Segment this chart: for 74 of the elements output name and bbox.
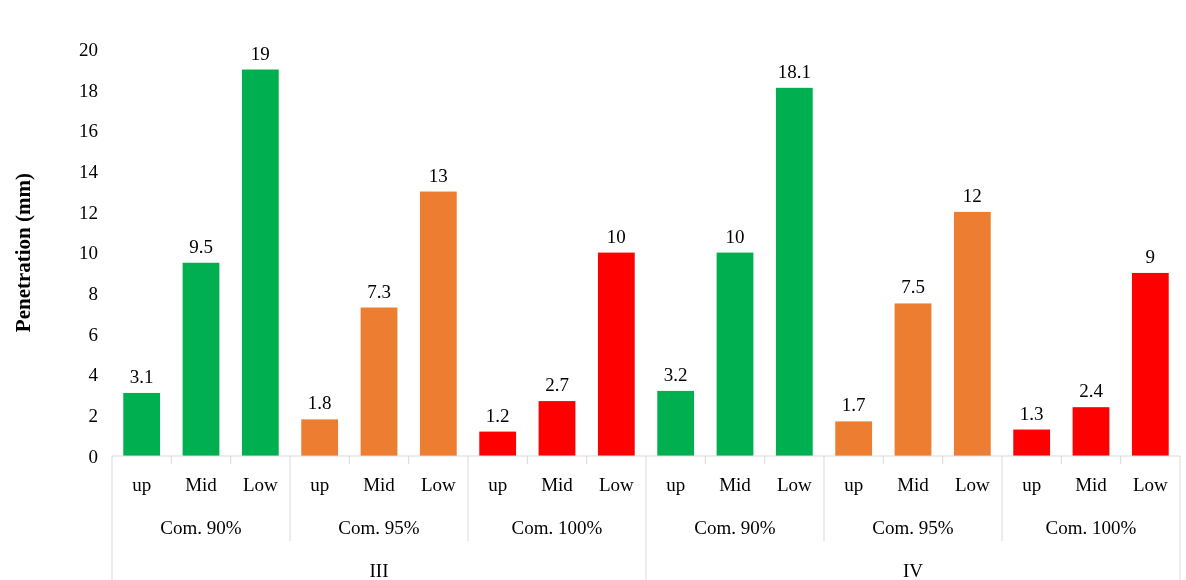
y-tick-label: 14 <box>79 160 99 182</box>
data-label: 1.3 <box>1019 402 1044 424</box>
data-label: 7.3 <box>367 280 391 302</box>
y-tick-label: 8 <box>88 282 98 304</box>
bar <box>123 392 161 456</box>
bar <box>953 211 991 456</box>
bar <box>182 262 220 456</box>
x-tick-label: Mid <box>719 473 752 495</box>
bar <box>538 401 576 456</box>
x-tick-label: Low <box>954 473 991 495</box>
x-tick-label: Low <box>776 473 813 495</box>
bar <box>716 252 754 456</box>
y-axis-title: Penetration (mm) <box>11 172 35 333</box>
data-label: 3.1 <box>129 365 154 387</box>
data-label: 2.4 <box>1079 380 1104 402</box>
data-label: 10 <box>725 225 745 247</box>
text: Com. 95% <box>338 516 420 538</box>
text: Com. 100% <box>511 516 603 538</box>
bar <box>419 191 457 456</box>
bar <box>1013 429 1051 456</box>
bar <box>1072 407 1110 456</box>
y-tick-label: 6 <box>88 323 98 345</box>
x-tick-label: Mid <box>363 473 396 495</box>
x-tick-label: Low <box>598 473 635 495</box>
x-tick-label: Mid <box>897 473 930 495</box>
x-tick-label: up <box>1022 473 1042 495</box>
y-tick-label: 18 <box>79 79 98 101</box>
data-label: 12 <box>962 184 982 206</box>
x-tick-label: up <box>132 473 152 495</box>
text: IV <box>902 559 924 580</box>
y-tick-label: 2 <box>88 404 98 426</box>
data-label: 1.8 <box>307 392 332 414</box>
data-label: 10 <box>606 225 626 247</box>
y-tick-label: 16 <box>79 120 98 142</box>
y-tick-label: 4 <box>88 364 99 386</box>
x-tick-label: Mid <box>1075 473 1108 495</box>
x-tick-label: up <box>666 473 686 495</box>
x-tick-label: Mid <box>541 473 574 495</box>
bar <box>1131 272 1169 456</box>
y-tick-label: 0 <box>88 445 98 467</box>
data-label: 9 <box>1145 245 1156 267</box>
x-tick-label: Low <box>420 473 457 495</box>
data-label: 3.2 <box>663 363 688 385</box>
bar <box>479 431 517 456</box>
data-label: 1.2 <box>485 404 510 426</box>
x-tick-label: Low <box>1132 473 1169 495</box>
bar <box>775 87 813 456</box>
data-label: 2.7 <box>545 374 569 396</box>
x-tick-label: Mid <box>185 473 218 495</box>
data-label: 7.5 <box>901 276 925 298</box>
data-label: 9.5 <box>189 235 213 257</box>
bar <box>597 252 635 456</box>
x-tick-label: up <box>488 473 508 495</box>
bar <box>894 303 932 456</box>
y-tick-label: 10 <box>79 242 98 264</box>
text: III <box>369 559 389 580</box>
x-tick-label: Low <box>242 473 279 495</box>
text: Com. 100% <box>1045 516 1137 538</box>
x-tick-label: up <box>844 473 864 495</box>
bar <box>360 307 398 456</box>
data-label: 19 <box>250 42 270 64</box>
bar <box>835 421 873 456</box>
bar <box>241 69 279 456</box>
data-label: 1.7 <box>841 394 866 416</box>
y-tick-label: 20 <box>79 38 98 60</box>
text: Com. 95% <box>872 516 954 538</box>
data-label: 13 <box>428 164 448 186</box>
bar <box>301 419 339 456</box>
bar <box>657 390 695 456</box>
x-tick-label: up <box>310 473 330 495</box>
text: Com. 90% <box>160 516 242 538</box>
y-tick-label: 12 <box>79 201 98 223</box>
data-label: 18.1 <box>777 60 811 82</box>
text: Com. 90% <box>694 516 776 538</box>
